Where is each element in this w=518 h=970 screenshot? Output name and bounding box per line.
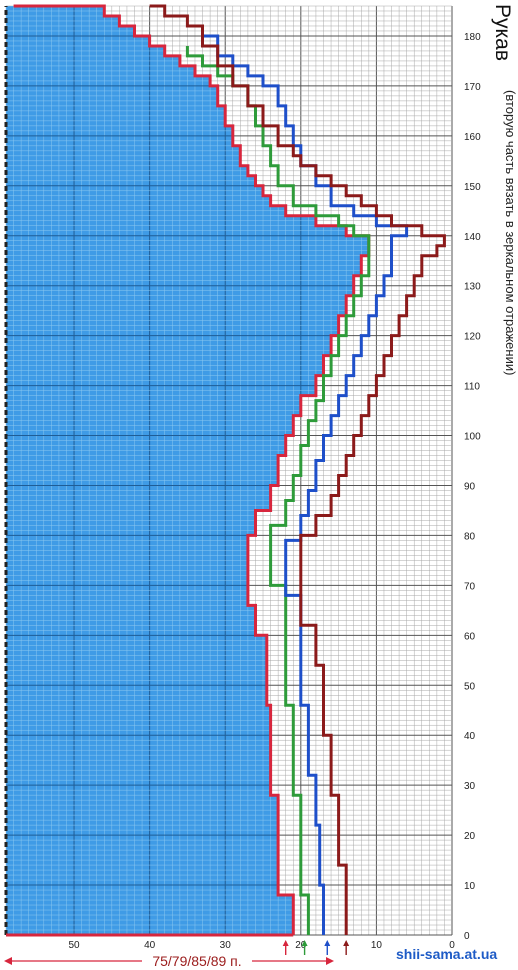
y-tick-label: 10: [464, 881, 476, 892]
y-tick-label: 30: [464, 781, 476, 792]
y-tick-label: 180: [464, 32, 481, 43]
y-tick-label: 60: [464, 631, 476, 642]
x-tick-label: 30: [220, 940, 232, 951]
size-line-3: [187, 24, 409, 935]
y-tick-label: 130: [464, 282, 481, 293]
y-tick-label: 160: [464, 132, 481, 143]
size-arrow-head: [324, 940, 331, 946]
size-arrow-head: [343, 940, 350, 946]
size-arrow-head: [301, 940, 308, 946]
chart-title: Рукав: [491, 4, 514, 61]
size-line-4: [149, 4, 446, 935]
y-tick-label: 170: [464, 82, 481, 93]
y-tick-label: 90: [464, 481, 476, 492]
chart-subtitle: (вторую часть вязать в зеркальном отраже…: [503, 90, 518, 376]
site-watermark: shii-sama.at.ua: [396, 946, 498, 962]
x-tick-label: 20: [295, 940, 307, 951]
y-tick-label: 70: [464, 581, 476, 592]
width-arrow-head-right: [326, 957, 334, 965]
y-tick-label: 40: [464, 731, 476, 742]
y-tick-label: 120: [464, 332, 481, 343]
x-tick-label: 10: [371, 940, 383, 951]
y-tick-label: 100: [464, 432, 481, 443]
width-arrow-head-left: [4, 957, 12, 965]
x-tick-label: 0: [449, 940, 455, 951]
y-tick-label: 140: [464, 232, 481, 243]
x-tick-label: 50: [68, 940, 80, 951]
size-arrow-head: [282, 940, 289, 946]
x-tick-label: 40: [144, 940, 156, 951]
y-tick-label: 20: [464, 831, 476, 842]
stitch-count-label: 75/79/85/89 п.: [142, 953, 252, 969]
y-tick-label: 150: [464, 182, 481, 193]
y-tick-label: 0: [464, 931, 470, 942]
y-tick-label: 80: [464, 531, 476, 542]
y-tick-label: 50: [464, 681, 476, 692]
y-tick-label: 110: [464, 382, 480, 393]
